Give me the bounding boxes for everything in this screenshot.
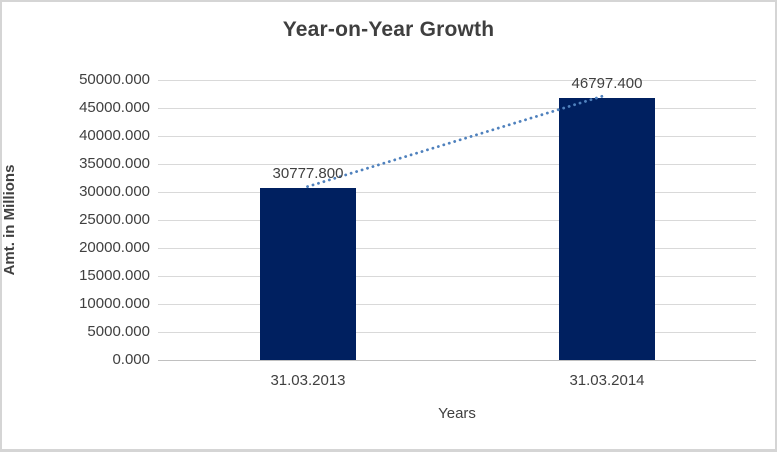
y-tick-label: 45000.000 [79, 99, 150, 116]
y-tick-label: 20000.000 [79, 239, 150, 256]
y-tick-label: 25000.000 [79, 211, 150, 228]
y-tick-label: 50000.000 [79, 71, 150, 88]
bar-31.03.2014 [559, 98, 655, 360]
gridline [158, 192, 756, 193]
x-axis-line [158, 360, 756, 361]
y-tick-label: 5000.000 [87, 323, 150, 340]
x-category-label: 31.03.2014 [569, 372, 645, 389]
data-label: 30777.800 [272, 165, 344, 182]
chart-title: Year-on-Year Growth [282, 18, 495, 41]
trendline [306, 93, 608, 189]
y-axis-title: Amt. in Millions [1, 164, 18, 276]
y-tick-label: 35000.000 [79, 155, 150, 172]
x-category-label: 31.03.2013 [270, 372, 346, 389]
bar-31.03.2013 [260, 188, 356, 360]
gridline [158, 276, 756, 277]
y-tick-label: 15000.000 [79, 267, 150, 284]
gridline [158, 304, 756, 305]
data-label: 46797.400 [571, 75, 643, 92]
gridline [158, 220, 756, 221]
y-tick-label: 40000.000 [79, 127, 150, 144]
gridline [158, 164, 756, 165]
gridline [158, 332, 756, 333]
gridline [158, 136, 756, 137]
gridline [158, 108, 756, 109]
gridline [158, 80, 756, 81]
y-tick-label: 30000.000 [79, 183, 150, 200]
x-axis-title: Years [438, 405, 476, 422]
y-tick-label: 0.000 [112, 351, 150, 368]
y-tick-label: 10000.000 [79, 295, 150, 312]
plot-area [158, 80, 756, 361]
gridline [158, 248, 756, 249]
